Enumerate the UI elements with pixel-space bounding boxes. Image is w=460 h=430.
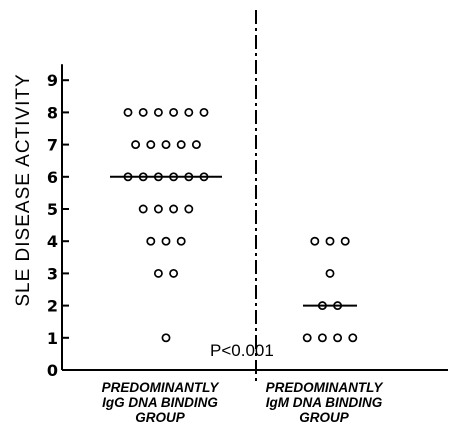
data-point	[153, 107, 163, 117]
data-point	[348, 333, 358, 343]
data-point	[153, 268, 163, 278]
data-point	[146, 140, 156, 150]
data-point	[184, 107, 194, 117]
category-label: IgM DNA BINDING	[266, 395, 383, 410]
y-tick-label: 6	[47, 168, 58, 187]
median-lines	[110, 175, 357, 307]
data-point	[191, 140, 201, 150]
data-point	[317, 333, 327, 343]
category-label: GROUP	[135, 410, 186, 425]
data-point	[325, 236, 335, 246]
data-point	[146, 236, 156, 246]
y-tick-label: 7	[47, 136, 58, 155]
y-tick-label: 2	[47, 297, 58, 316]
y-tick-label: 3	[47, 264, 58, 283]
data-point	[176, 236, 186, 246]
p-value-annotation: P<0.001	[210, 341, 274, 360]
y-axis-ticks: 0 1 2 3 4 5 6 7 8 9	[47, 71, 69, 380]
data-point	[153, 204, 163, 214]
data-point	[138, 107, 148, 117]
category-label: PREDOMINANTLY	[102, 380, 221, 395]
data-point	[199, 107, 209, 117]
y-tick-label: 9	[47, 71, 58, 90]
category-label: PREDOMINANTLY	[266, 380, 385, 395]
data-point	[161, 333, 171, 343]
data-point	[325, 268, 335, 278]
axes	[61, 10, 448, 382]
data-point	[176, 140, 186, 150]
data-point	[333, 333, 343, 343]
data-points	[123, 107, 358, 343]
data-point	[161, 140, 171, 150]
y-tick-label: 8	[47, 103, 58, 122]
data-point	[169, 204, 179, 214]
data-point	[161, 236, 171, 246]
y-tick-label: 0	[47, 361, 58, 380]
data-point	[340, 236, 350, 246]
data-point	[302, 333, 312, 343]
data-point	[131, 140, 141, 150]
data-point	[169, 268, 179, 278]
data-point	[310, 236, 320, 246]
data-point	[138, 204, 148, 214]
category-label: IgG DNA BINDING	[102, 395, 218, 410]
category-label: GROUP	[299, 410, 350, 425]
data-point	[169, 107, 179, 117]
data-point	[123, 107, 133, 117]
y-axis-title: SLE DISEASE ACTIVITY	[13, 73, 34, 306]
y-tick-label: 1	[47, 329, 58, 348]
y-tick-label: 5	[47, 200, 58, 219]
data-point	[184, 204, 194, 214]
y-tick-label: 4	[47, 232, 58, 251]
